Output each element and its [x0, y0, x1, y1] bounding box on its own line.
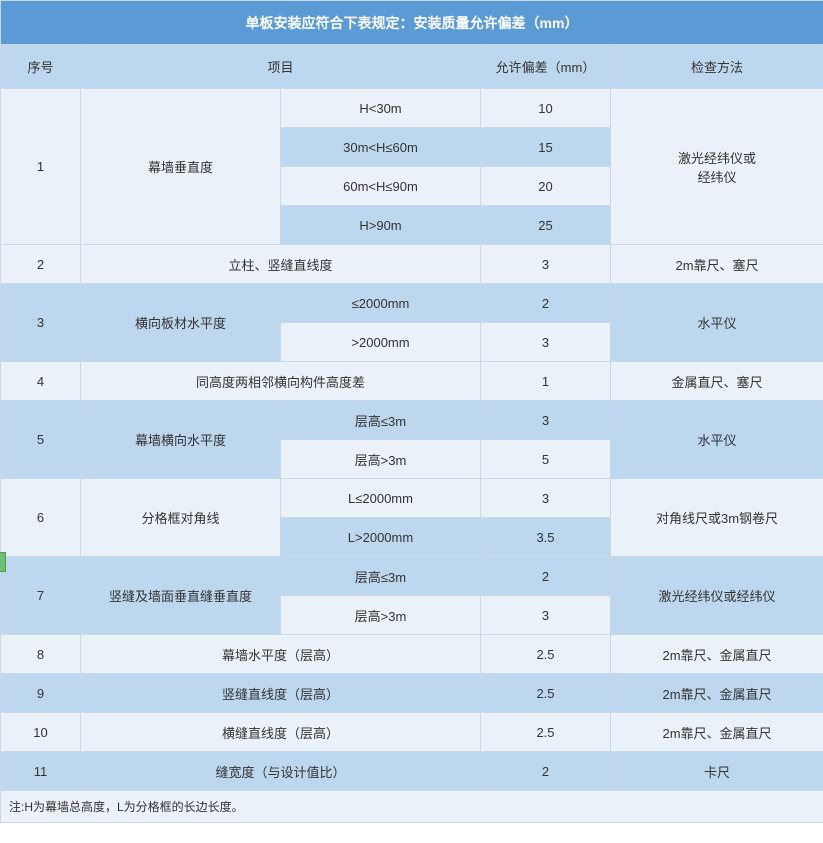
cell-seq: 8 — [1, 635, 81, 674]
cell-tol: 10 — [481, 89, 611, 128]
cell-cond: H<30m — [281, 89, 481, 128]
cell-tol: 3 — [481, 479, 611, 518]
cell-item: 分格框对角线 — [81, 479, 281, 557]
cell-seq: 4 — [1, 362, 81, 401]
cell-cond: ≤2000mm — [281, 284, 481, 323]
cell-tol: 3 — [481, 596, 611, 635]
tolerance-table: 单板安装应符合下表规定：安装质量允许偏差（mm） 序号 项目 允许偏差（mm） … — [0, 0, 823, 823]
cell-tol: 3.5 — [481, 518, 611, 557]
cell-tol: 1 — [481, 362, 611, 401]
col-item: 项目 — [81, 45, 481, 89]
cell-method: 卡尺 — [611, 752, 823, 791]
table-row: 10 横缝直线度（层高） 2.5 2m靠尺、金属直尺 — [1, 713, 823, 752]
cell-tol: 2 — [481, 557, 611, 596]
cell-tol: 2 — [481, 284, 611, 323]
cell-cond: H>90m — [281, 206, 481, 245]
cell-item: 横向板材水平度 — [81, 284, 281, 362]
cell-item: 幕墙水平度（层高） — [81, 635, 481, 674]
cell-tol: 3 — [481, 323, 611, 362]
cell-method: 2m靠尺、金属直尺 — [611, 713, 823, 752]
cell-tol: 2.5 — [481, 713, 611, 752]
cell-item: 幕墙垂直度 — [81, 89, 281, 245]
cell-seq: 9 — [1, 674, 81, 713]
cell-cond: 层高>3m — [281, 440, 481, 479]
cell-tol: 20 — [481, 167, 611, 206]
table-row: 1 幕墙垂直度 H<30m 10 激光经纬仪或 经纬仪 — [1, 89, 823, 128]
cell-seq: 3 — [1, 284, 81, 362]
cell-cond: >2000mm — [281, 323, 481, 362]
table-header-row: 序号 项目 允许偏差（mm） 检查方法 — [1, 45, 823, 89]
cell-cond: 层高≤3m — [281, 557, 481, 596]
cell-method: 激光经纬仪或经纬仪 — [611, 557, 823, 635]
cell-method: 水平仪 — [611, 401, 823, 479]
table-row: 9 竖缝直线度（层高） 2.5 2m靠尺、金属直尺 — [1, 674, 823, 713]
table-row: 8 幕墙水平度（层高） 2.5 2m靠尺、金属直尺 — [1, 635, 823, 674]
cell-tol: 3 — [481, 245, 611, 284]
cell-seq: 11 — [1, 752, 81, 791]
col-tolerance: 允许偏差（mm） — [481, 45, 611, 89]
table-title: 单板安装应符合下表规定：安装质量允许偏差（mm） — [1, 1, 823, 45]
cell-seq: 6 — [1, 479, 81, 557]
cell-cond: 30m<H≤60m — [281, 128, 481, 167]
cell-tol: 2 — [481, 752, 611, 791]
table-row: 11 缝宽度（与设计值比） 2 卡尺 — [1, 752, 823, 791]
cell-tol: 2.5 — [481, 635, 611, 674]
table-row: 4 同高度两相邻横向构件高度差 1 金属直尺、塞尺 — [1, 362, 823, 401]
cell-item: 幕墙横向水平度 — [81, 401, 281, 479]
table-row: 6 分格框对角线 L≤2000mm 3 对角线尺或3m钢卷尺 — [1, 479, 823, 518]
cell-tol: 5 — [481, 440, 611, 479]
cell-seq: 10 — [1, 713, 81, 752]
cell-seq: 2 — [1, 245, 81, 284]
cell-tol: 3 — [481, 401, 611, 440]
cell-method: 金属直尺、塞尺 — [611, 362, 823, 401]
cell-item: 竖缝及墙面垂直缝垂直度 — [81, 557, 281, 635]
cell-cond: 层高>3m — [281, 596, 481, 635]
cell-method: 2m靠尺、金属直尺 — [611, 674, 823, 713]
cell-method: 2m靠尺、塞尺 — [611, 245, 823, 284]
cell-method: 激光经纬仪或 经纬仪 — [611, 89, 823, 245]
table-footnote-row: 注:H为幕墙总高度，L为分格框的长边长度。 — [1, 791, 823, 823]
cell-method: 对角线尺或3m钢卷尺 — [611, 479, 823, 557]
cell-tol: 2.5 — [481, 674, 611, 713]
table-row: 5 幕墙横向水平度 层高≤3m 3 水平仪 — [1, 401, 823, 440]
cell-tol: 25 — [481, 206, 611, 245]
cell-seq: 7 — [1, 557, 81, 635]
table-row: 3 横向板材水平度 ≤2000mm 2 水平仪 — [1, 284, 823, 323]
cell-tol: 15 — [481, 128, 611, 167]
cell-method: 水平仪 — [611, 284, 823, 362]
cell-cond: L>2000mm — [281, 518, 481, 557]
cell-cond: L≤2000mm — [281, 479, 481, 518]
col-seq: 序号 — [1, 45, 81, 89]
table-title-row: 单板安装应符合下表规定：安装质量允许偏差（mm） — [1, 1, 823, 45]
col-method: 检查方法 — [611, 45, 823, 89]
table-row: 7 竖缝及墙面垂直缝垂直度 层高≤3m 2 激光经纬仪或经纬仪 — [1, 557, 823, 596]
cell-method: 2m靠尺、金属直尺 — [611, 635, 823, 674]
cell-item: 竖缝直线度（层高） — [81, 674, 481, 713]
cell-item: 缝宽度（与设计值比） — [81, 752, 481, 791]
cell-cond: 60m<H≤90m — [281, 167, 481, 206]
cell-seq: 1 — [1, 89, 81, 245]
table-footnote: 注:H为幕墙总高度，L为分格框的长边长度。 — [1, 791, 823, 823]
cell-cond: 层高≤3m — [281, 401, 481, 440]
cell-item: 立柱、竖缝直线度 — [81, 245, 481, 284]
cell-seq: 5 — [1, 401, 81, 479]
cell-item: 同高度两相邻横向构件高度差 — [81, 362, 481, 401]
table-row: 2 立柱、竖缝直线度 3 2m靠尺、塞尺 — [1, 245, 823, 284]
side-tab-stub[interactable] — [0, 552, 6, 572]
cell-item: 横缝直线度（层高） — [81, 713, 481, 752]
